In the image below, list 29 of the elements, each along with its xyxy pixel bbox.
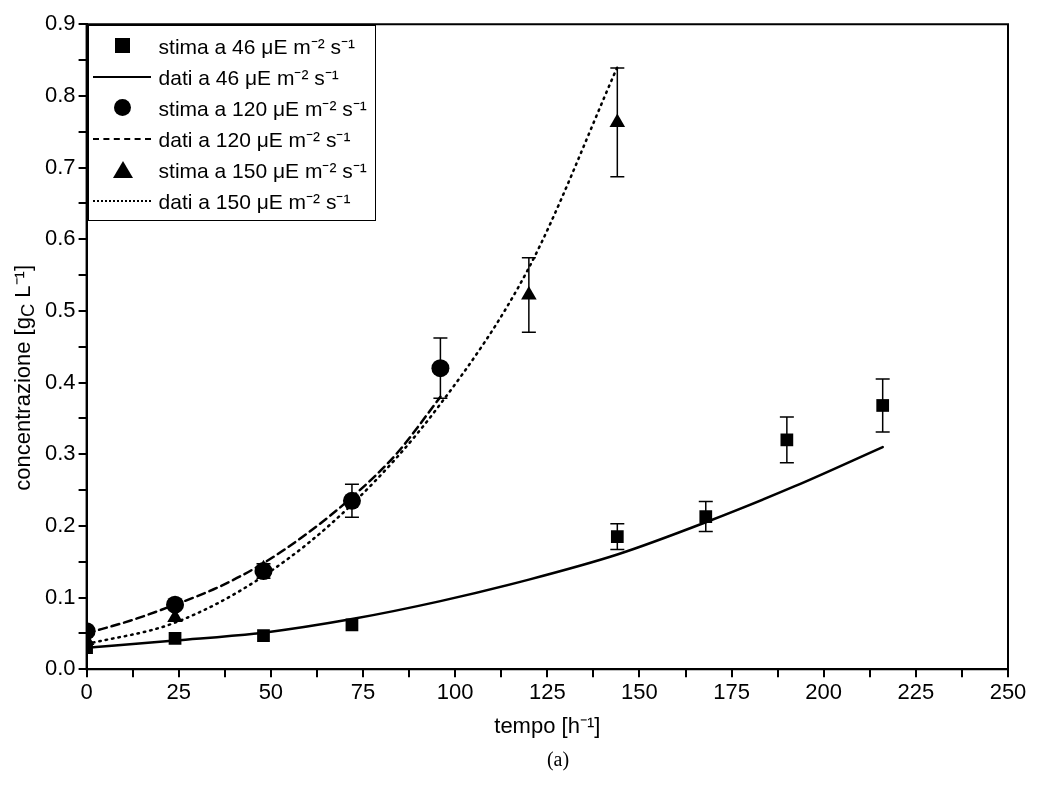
y-tick-label: 0.3 xyxy=(44,440,76,466)
x-tick-label: 75 xyxy=(350,679,376,705)
y-tick-label: 0.5 xyxy=(44,296,76,322)
x-tick-label: 150 xyxy=(621,679,658,705)
y-tick-label: 0.4 xyxy=(44,368,76,394)
x-tick-label: 25 xyxy=(166,679,191,705)
y-tick-label: 0.1 xyxy=(44,583,76,609)
y-tick-label: 0.7 xyxy=(44,153,76,179)
x-tick-label: 225 xyxy=(897,679,935,705)
legend-label: dati a 150 μE m⁻² s⁻¹ xyxy=(158,188,351,215)
y-tick-label: 0.9 xyxy=(44,10,76,36)
legend-label: dati a 46 μE m⁻² s⁻¹ xyxy=(158,64,339,91)
x-tick-label: 200 xyxy=(805,679,843,705)
x-tick-label: 100 xyxy=(436,679,474,705)
y-tick-label: 0.0 xyxy=(44,655,76,681)
y-tick-label: 0.6 xyxy=(44,225,76,251)
legend-label: stima a 150 μE m⁻² s⁻¹ xyxy=(158,157,367,184)
x-tick-label: 250 xyxy=(989,679,1027,705)
x-tick-label: 50 xyxy=(258,679,284,705)
legend-label: dati a 120 μE m⁻² s⁻¹ xyxy=(158,126,351,153)
y-tick-label: 0.8 xyxy=(44,81,76,107)
x-axis-title: tempo [h⁻¹] xyxy=(494,712,601,738)
legend-label: stima a 46 μE m⁻² s⁻¹ xyxy=(158,33,356,60)
x-tick-label: 0 xyxy=(80,679,93,705)
y-tick-label: 0.2 xyxy=(44,511,76,537)
text: (a) xyxy=(545,748,571,771)
x-tick-label: 175 xyxy=(713,679,750,705)
legend-label: stima a 120 μE m⁻² s⁻¹ xyxy=(158,95,367,122)
x-tick-label: 125 xyxy=(528,679,566,705)
